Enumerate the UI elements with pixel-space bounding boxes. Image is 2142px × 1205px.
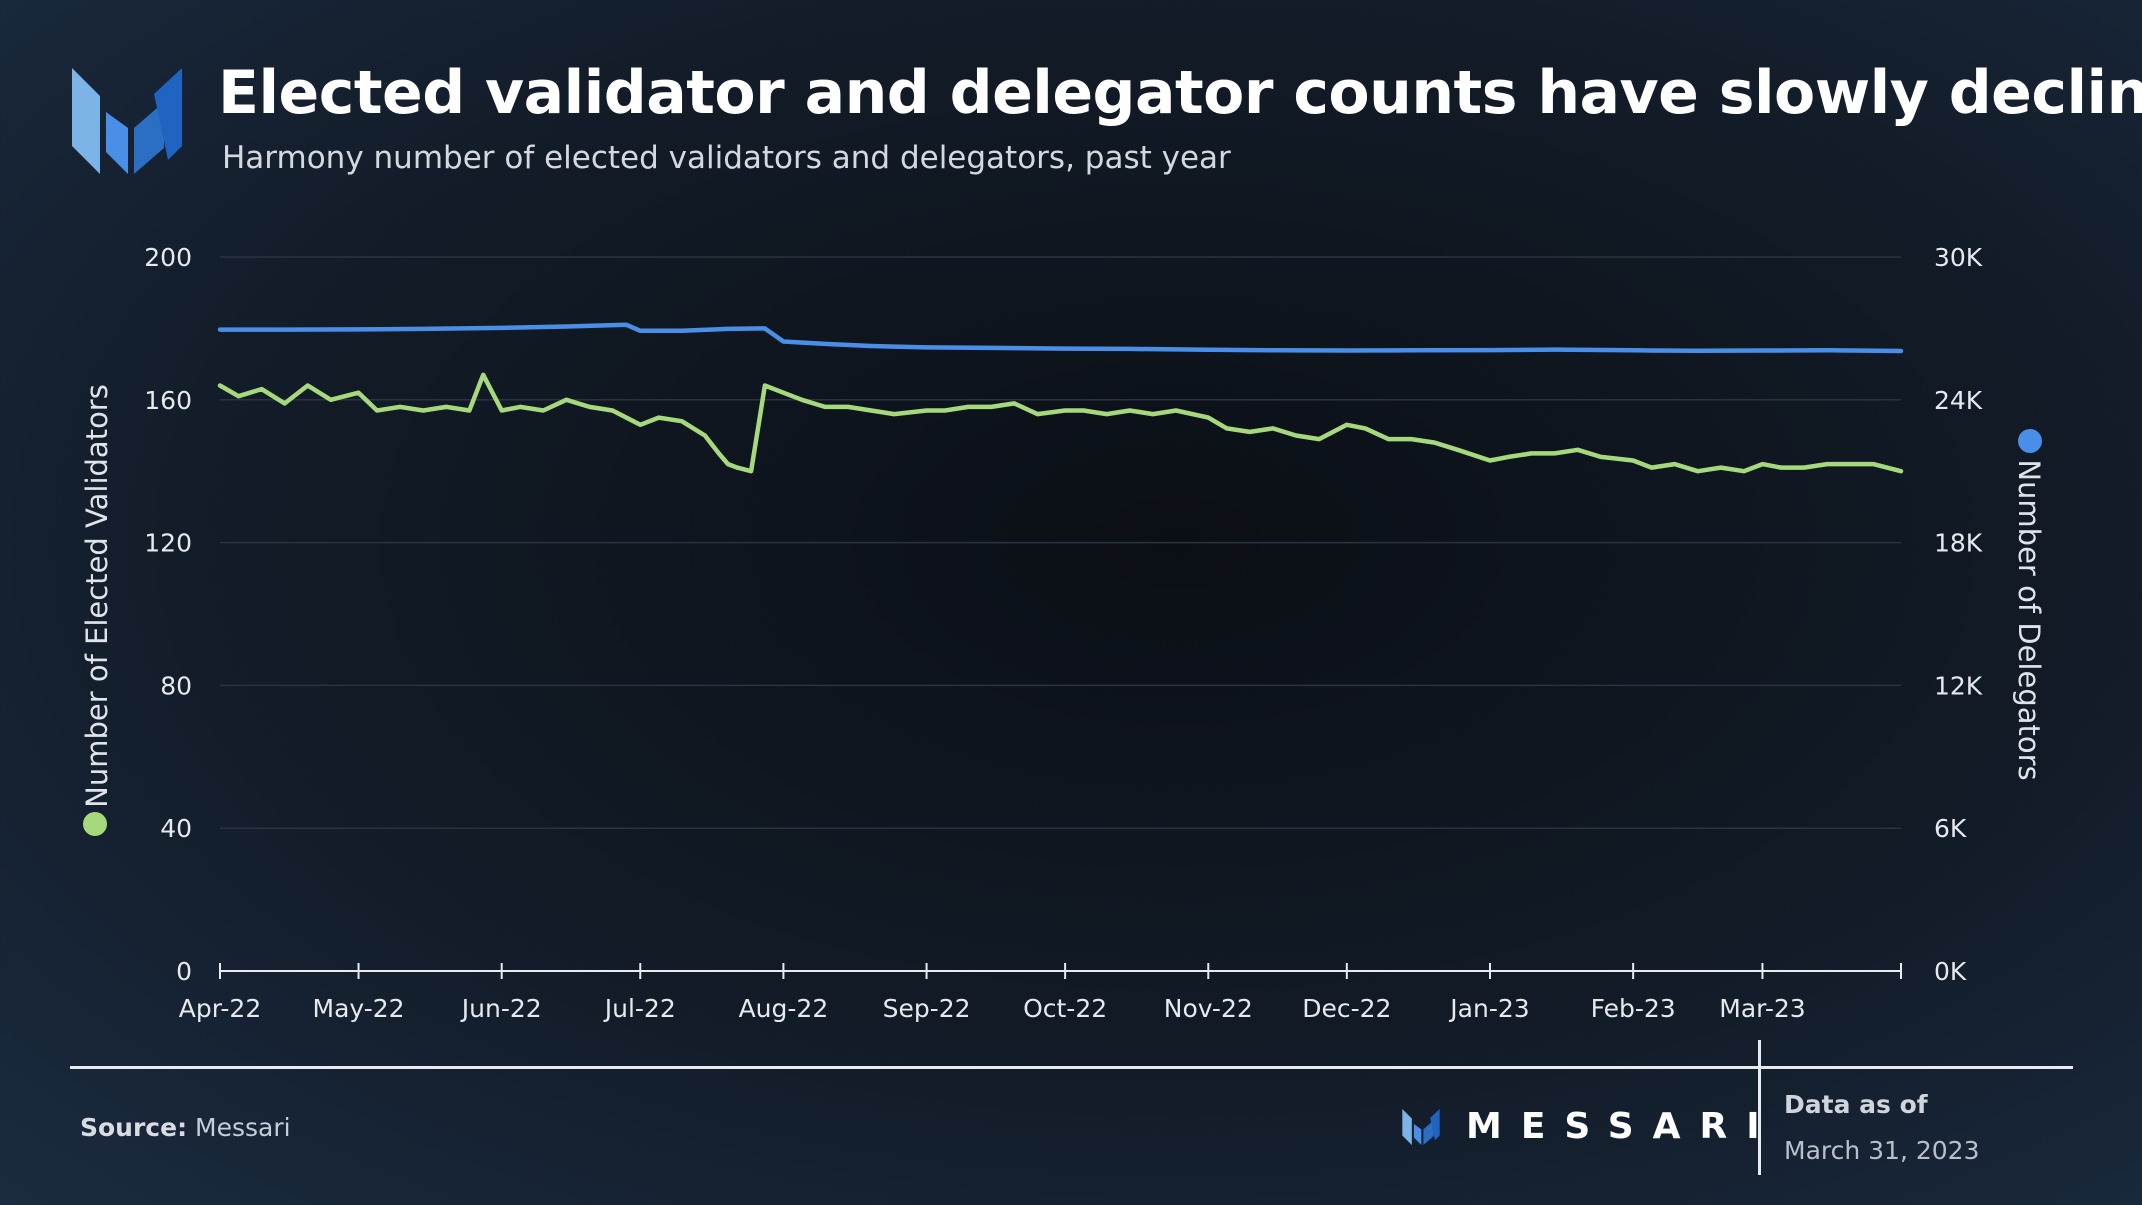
page-title: Elected validator and delegator counts h… [218,58,2142,128]
source-note: Source: Messari [80,1113,291,1142]
messari-mark-icon [1402,1108,1440,1145]
validators-series-line [217,372,1904,474]
left-tick-label: 200 [144,243,192,272]
grid-lines [220,256,1901,829]
right-tick-label: 6K [1934,814,1967,843]
x-tick-label: Sep-22 [883,994,971,1023]
left-tick-label: 40 [160,814,192,843]
x-tick-label: May-22 [313,994,405,1023]
x-tick-label: Jun-22 [460,994,542,1023]
x-tick-label: Aug-22 [739,994,829,1023]
brand-name: MESSARI [1466,1106,1779,1147]
data-as-of-label: Data as of [1784,1090,1928,1119]
right-axis-ticks: 0K 6K 12K 18K 24K 30K [1934,243,1983,986]
source-value: Messari [195,1113,291,1142]
right-tick-label: 24K [1934,386,1983,415]
brand: MESSARI [1402,1106,1779,1147]
x-tick-label: Jul-22 [603,994,676,1023]
messari-logo [72,68,182,174]
left-tick-label: 0 [176,957,192,986]
data-as-of-date: March 31, 2023 [1784,1136,1980,1165]
x-tick-label: Dec-22 [1302,994,1391,1023]
delegators-series-line [217,322,1904,354]
source-label: Source: [80,1113,188,1142]
x-tick-label: Oct-22 [1023,994,1107,1023]
x-tick-label: Apr-22 [179,994,261,1023]
footer-divider [70,1066,2073,1069]
x-tick-label: Jan-23 [1448,994,1529,1023]
footer-vertical-divider [1758,1040,1761,1175]
x-axis: Apr-22 May-22 Jun-22 Jul-22 Aug-22 Sep-22 Oct-… [179,963,1902,1023]
right-tick-label: 30K [1934,243,1983,272]
x-tick-label: Nov-22 [1164,994,1253,1023]
right-tick-label: 12K [1934,671,1983,700]
page-subtitle: Harmony number of elected validators and… [222,140,1231,176]
delegators-legend-dot [2018,429,2042,453]
left-tick-label: 160 [144,386,192,415]
right-tick-label: 0K [1934,957,1967,986]
axis-titles: Number of Elected Validators Number of D… [80,384,2046,836]
left-tick-label: 120 [144,529,192,558]
left-axis-title: Number of Elected Validators [80,384,114,808]
series-layer [217,322,1904,474]
right-axis-title: Number of Delegators [2012,459,2046,780]
left-axis-ticks: 0 40 80 120 160 200 [144,243,192,986]
x-tick-label: Mar-23 [1719,994,1805,1023]
left-tick-label: 80 [160,671,192,700]
validators-legend-dot [83,812,107,836]
x-tick-label: Feb-23 [1591,994,1676,1023]
right-tick-label: 18K [1934,529,1983,558]
